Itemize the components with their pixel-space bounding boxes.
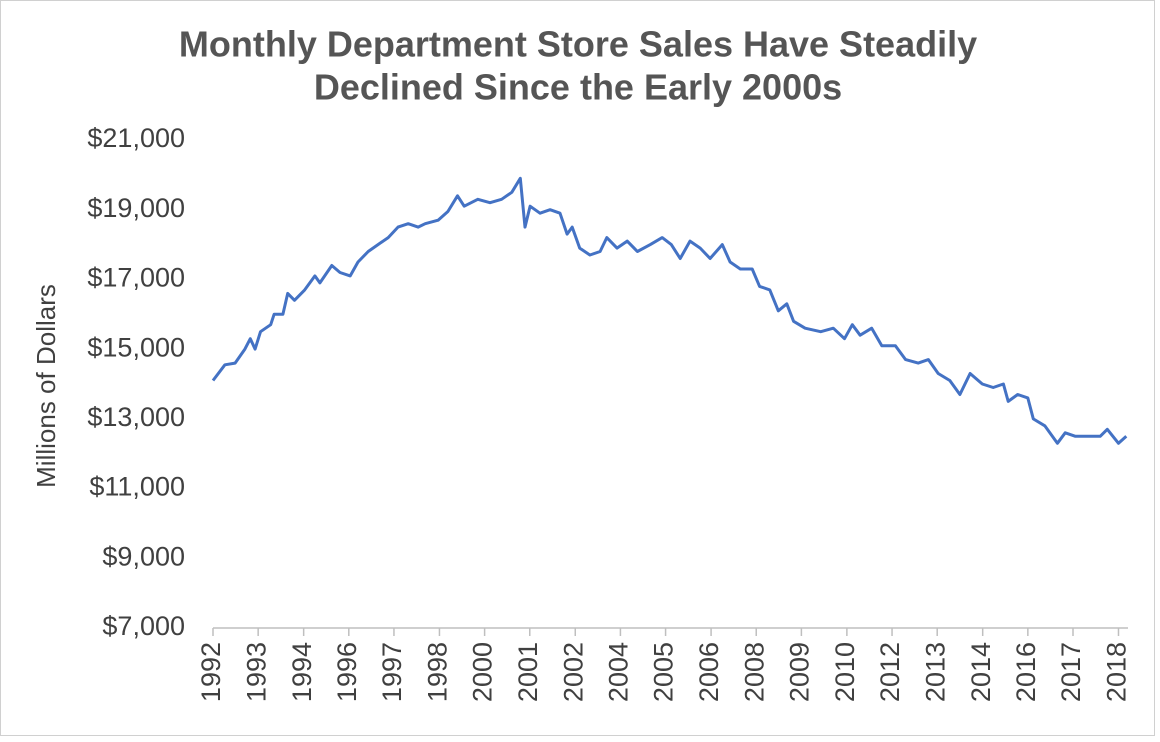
x-tick-label: 2001 xyxy=(513,642,543,702)
x-tick-label: 2006 xyxy=(694,642,724,702)
x-tick-label: 2014 xyxy=(966,642,996,702)
x-tick-label: 1994 xyxy=(287,642,317,702)
y-tick-label: $19,000 xyxy=(87,193,185,223)
x-tick-label: 2010 xyxy=(830,642,860,702)
x-tick-label: 1992 xyxy=(196,642,226,702)
x-tick-label: 2005 xyxy=(649,642,679,702)
y-tick-label: $13,000 xyxy=(87,402,185,432)
x-tick-label: 2009 xyxy=(785,642,815,702)
x-tick-label: 1996 xyxy=(332,642,362,702)
x-tick-label: 1993 xyxy=(241,642,271,702)
x-tick-label: 2017 xyxy=(1056,642,1086,702)
x-tick-label: 2002 xyxy=(558,642,588,702)
y-tick-label: $9,000 xyxy=(102,541,185,571)
y-tick-label: $11,000 xyxy=(89,472,185,502)
y-tick-label: $7,000 xyxy=(102,611,185,641)
x-tick-label: 2008 xyxy=(739,642,769,702)
x-tick-label: 1998 xyxy=(423,642,453,702)
x-tick-label: 2018 xyxy=(1102,642,1132,702)
y-axis-title: Millions of Dollars xyxy=(31,284,61,488)
x-tick-label: 1997 xyxy=(377,642,407,702)
x-tick-label: 2000 xyxy=(468,642,498,702)
x-tick-label: 2012 xyxy=(875,642,905,702)
y-tick-label: $17,000 xyxy=(87,263,185,293)
x-tick-label: 2016 xyxy=(1011,642,1041,702)
x-tick-label: 2004 xyxy=(604,642,634,702)
y-tick-label: $15,000 xyxy=(87,332,185,362)
chart-title: Declined Since the Early 2000s xyxy=(314,67,842,108)
x-tick-label: 2013 xyxy=(920,642,950,702)
data-line xyxy=(211,176,1128,445)
y-tick-label: $21,000 xyxy=(87,123,185,153)
chart-title: Monthly Department Store Sales Have Stea… xyxy=(179,24,977,65)
